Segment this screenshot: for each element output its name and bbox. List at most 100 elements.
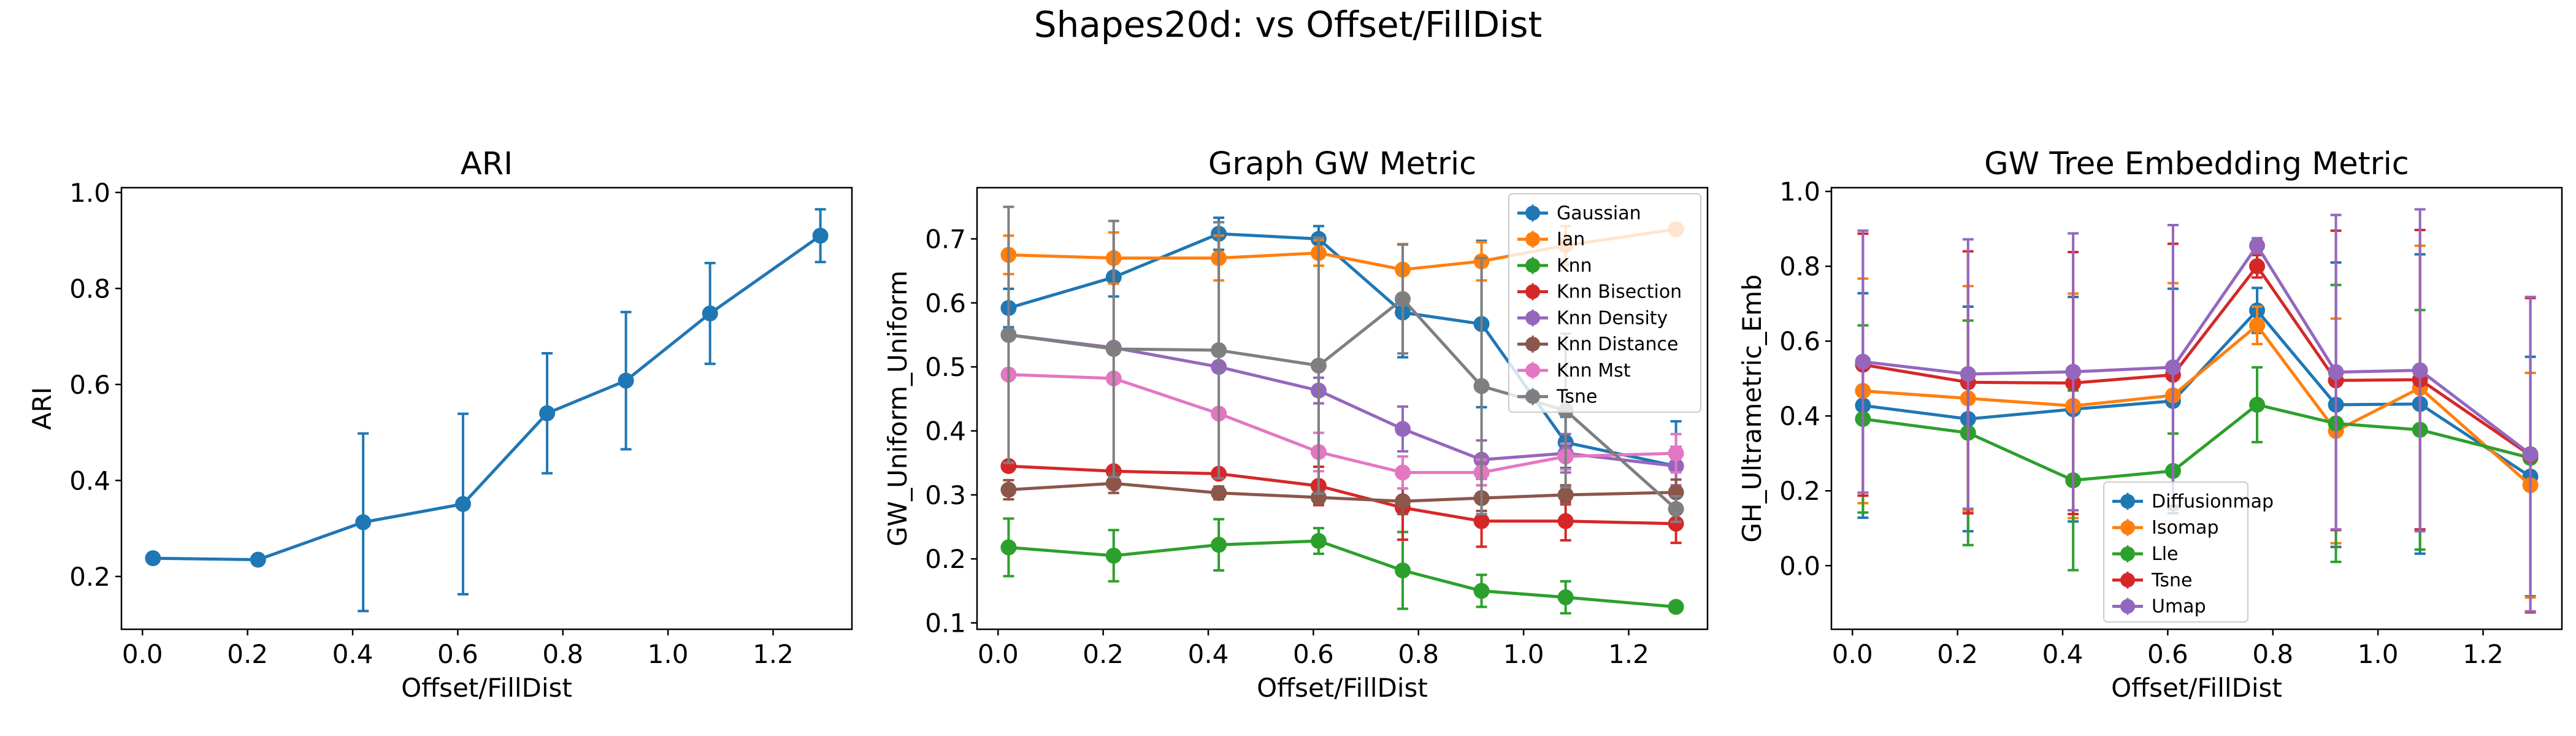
data-point xyxy=(1960,366,1976,382)
chart-panel-2: Graph GW Metric 0.0 0.2 0.4 0.6 0.8 1.0 1.2 0.1 0… xyxy=(883,146,1709,703)
legend-marker xyxy=(1525,284,1540,299)
x-tick-label: 1.0 xyxy=(1503,639,1544,669)
data-point xyxy=(1310,533,1327,549)
data-point xyxy=(1395,562,1411,578)
data-point xyxy=(1395,421,1411,437)
legend-item: Tsne xyxy=(1517,386,1597,408)
legend-marker xyxy=(1525,337,1540,352)
series-knn xyxy=(1000,517,1684,615)
legend-item: Knn Density xyxy=(1517,307,1668,329)
legend-label: Ian xyxy=(1557,229,1585,250)
y-tick-label: 0.1 xyxy=(925,608,966,638)
legend-item: Tsne xyxy=(2112,570,2192,591)
legend-label: Tsne xyxy=(2151,570,2192,591)
x-tick-label: 0.0 xyxy=(978,639,1019,669)
legend-item: Umap xyxy=(2112,596,2206,618)
y-tick-label: 0.2 xyxy=(925,544,966,574)
x-tick-label: 0.8 xyxy=(542,639,583,669)
y-axis-label: ARI xyxy=(27,387,57,430)
x-tick-label: 0.2 xyxy=(1937,639,1978,669)
legend-marker xyxy=(1525,389,1540,404)
data-point xyxy=(2249,317,2266,334)
y-tick-label: 0.2 xyxy=(1779,476,1820,506)
x-tick-label: 0.0 xyxy=(1832,639,1873,669)
x-tick-label: 1.2 xyxy=(753,639,794,669)
legend-box xyxy=(2103,481,2248,623)
panel-title: GW Tree Embedding Metric xyxy=(1984,146,2409,182)
data-point xyxy=(1395,291,1411,307)
legend-item: Gaussian xyxy=(1517,202,1641,224)
legend-item: Knn xyxy=(1517,255,1592,277)
legend-label: Knn Distance xyxy=(1557,334,1678,355)
legend-marker xyxy=(1525,258,1540,273)
y-tick-label: 0.0 xyxy=(1779,551,1820,581)
panel-title: ARI xyxy=(461,146,513,182)
data-point xyxy=(2249,258,2266,275)
data-point xyxy=(1668,599,1684,615)
legend-label: Knn xyxy=(1557,255,1592,277)
x-axis-label: Offset/FillDist xyxy=(401,673,572,703)
data-point xyxy=(1557,513,1574,529)
data-point xyxy=(812,228,829,244)
y-axis-label: GH_Ultrametric_Emb xyxy=(1737,274,1767,542)
legend-marker xyxy=(1525,310,1540,326)
legend-label: Tsne xyxy=(1556,386,1597,408)
data-point xyxy=(1211,342,1227,359)
axes-frame xyxy=(1830,186,2563,631)
legend-label: Lle xyxy=(2152,543,2179,565)
x-tick-label: 1.0 xyxy=(648,639,689,669)
legend-label: Knn Density xyxy=(1557,307,1668,329)
data-point xyxy=(1105,475,1122,492)
y-tick-label: 0.8 xyxy=(1779,251,1820,282)
chart-panel-1: ARI 0.0 0.2 0.4 0.6 0.8 1.0 1.2 0.2 0.4 0.6 0.8 1.0 O… xyxy=(27,146,853,703)
data-point xyxy=(1473,513,1490,529)
y-axis-label: GW_Uniform_Uniform xyxy=(883,270,913,546)
y-tick-label: 0.7 xyxy=(925,224,966,254)
y-tick-label: 0.5 xyxy=(925,352,966,382)
legend-item: Lle xyxy=(2112,543,2179,565)
series-line xyxy=(1008,481,1676,503)
series-line xyxy=(153,234,822,562)
x-tick-label: 0.6 xyxy=(1293,639,1334,669)
series-line xyxy=(1008,373,1676,474)
data-point xyxy=(1105,548,1122,564)
legend-item: Isomap xyxy=(2112,517,2218,539)
x-axis-label: Offset/FillDist xyxy=(1257,673,1428,703)
legend-item: Diffusionmap xyxy=(2112,491,2274,512)
y-tick-label: 0.6 xyxy=(69,370,110,400)
y-tick-label: 0.6 xyxy=(925,288,966,318)
x-tick-label: 0.6 xyxy=(2147,639,2188,669)
data-point xyxy=(2164,359,2181,375)
data-point xyxy=(1395,493,1411,510)
data-point xyxy=(1557,486,1574,503)
legend-marker xyxy=(2120,494,2135,509)
x-tick-label: 0.4 xyxy=(1188,639,1229,669)
data-point xyxy=(1855,353,1871,370)
y-tick-label: 0.2 xyxy=(69,562,110,592)
data-point xyxy=(2249,237,2266,254)
legend: Diffusionmap Isomap Lle Tsne Umap xyxy=(2103,481,2274,623)
series-line xyxy=(1008,464,1676,526)
x-tick-label: 0.8 xyxy=(2252,639,2293,669)
data-point xyxy=(2249,396,2266,413)
data-point xyxy=(1000,481,1017,498)
figure-suptitle: Shapes20d: vs Offset/FillDist xyxy=(1034,4,1542,45)
data-point xyxy=(1668,500,1684,517)
legend-item: Ian xyxy=(1517,229,1585,250)
data-point xyxy=(1211,485,1227,501)
series-line xyxy=(1008,333,1676,468)
legend-marker xyxy=(2120,520,2135,535)
x-tick-label: 0.2 xyxy=(227,639,268,669)
data-point xyxy=(702,305,718,322)
series-line xyxy=(1008,539,1676,608)
legend-marker xyxy=(1525,362,1540,378)
data-point xyxy=(1668,515,1684,532)
y-tick-label: 1.0 xyxy=(69,178,110,208)
data-point xyxy=(1211,537,1227,553)
data-point xyxy=(1310,358,1327,374)
legend-box xyxy=(1508,193,1701,413)
x-tick-label: 0.8 xyxy=(1398,639,1439,669)
y-tick-label: 0.6 xyxy=(1779,326,1820,356)
legend-label: Isomap xyxy=(2152,517,2218,539)
legend-marker xyxy=(2120,572,2135,588)
